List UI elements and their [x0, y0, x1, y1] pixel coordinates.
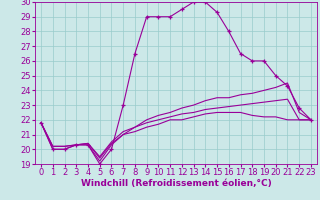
- X-axis label: Windchill (Refroidissement éolien,°C): Windchill (Refroidissement éolien,°C): [81, 179, 271, 188]
